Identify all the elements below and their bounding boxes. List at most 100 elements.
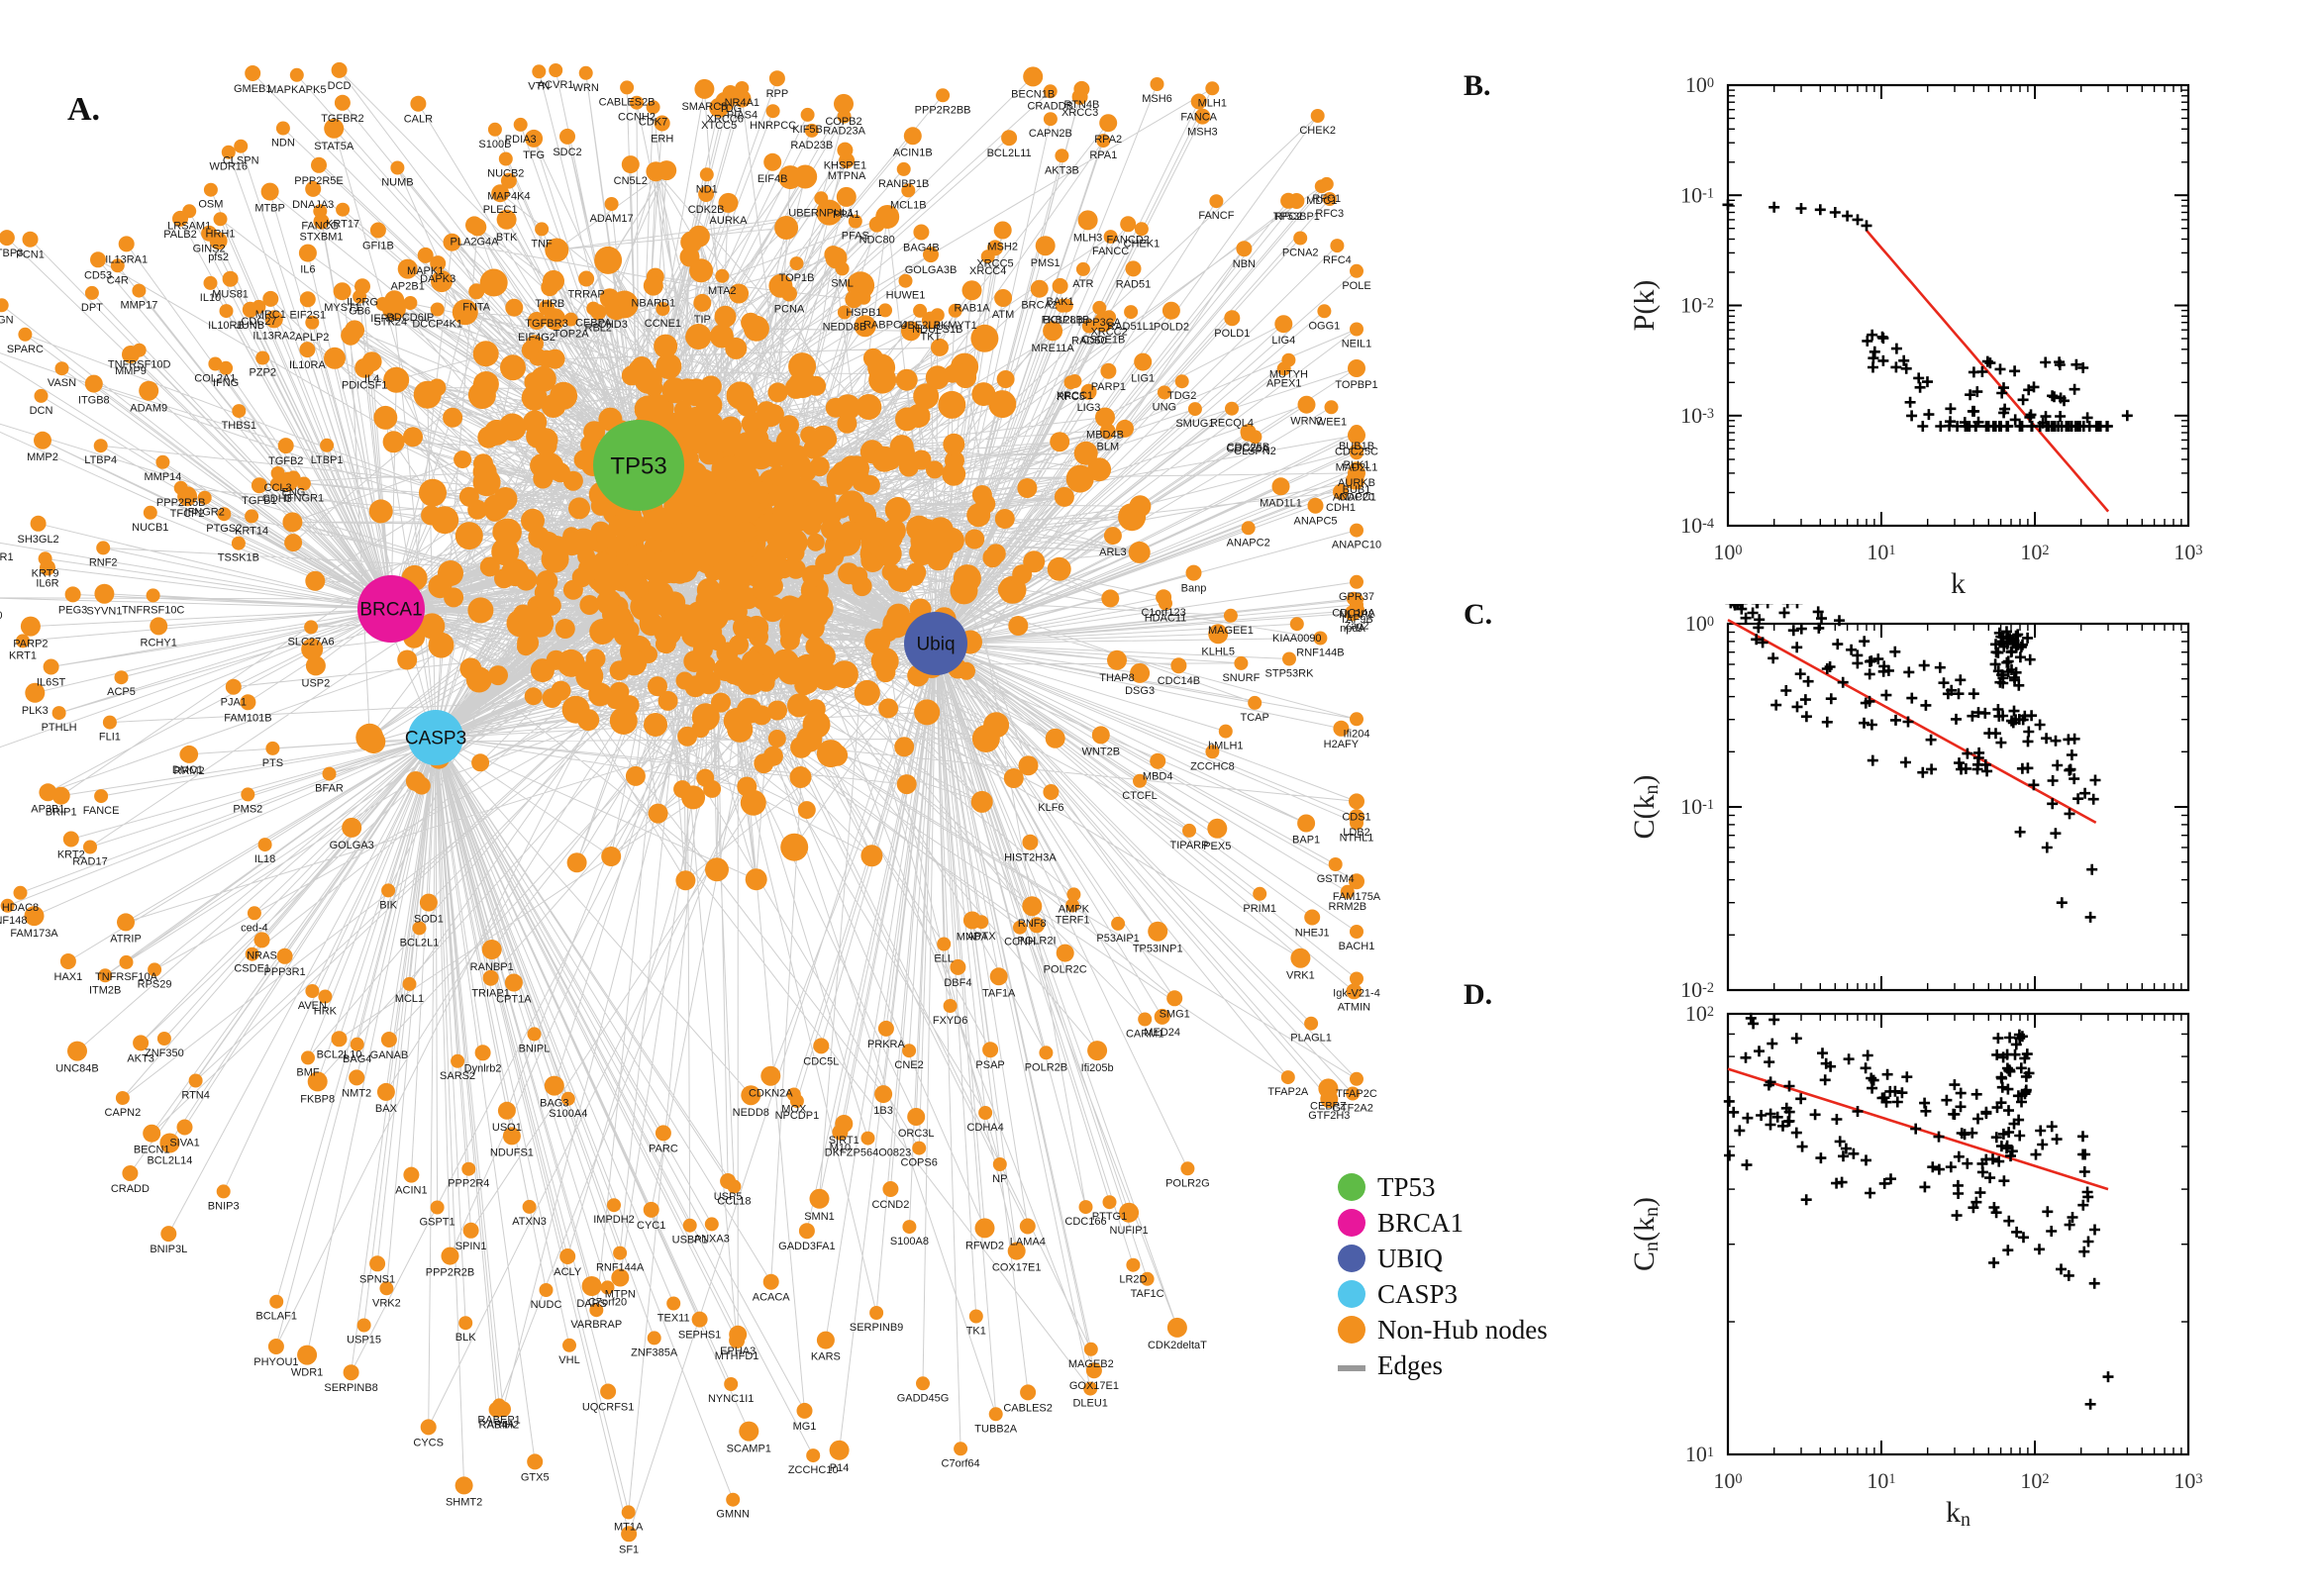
svg-text:FAM101B: FAM101B	[224, 712, 271, 724]
svg-text:FANCG: FANCG	[301, 220, 339, 232]
svg-text:THBS1: THBS1	[222, 420, 256, 432]
svg-text:PARC: PARC	[649, 1143, 678, 1154]
svg-text:NEDD8: NEDD8	[733, 1107, 769, 1119]
svg-text:BRCA1: BRCA1	[359, 600, 422, 621]
svg-text:DCD: DCD	[328, 80, 352, 92]
svg-text:XRCC1: XRCC1	[1057, 390, 1093, 402]
svg-text:NUFIP1: NUFIP1	[1110, 1225, 1149, 1237]
svg-text:CTCFL: CTCFL	[1122, 790, 1157, 802]
svg-text:BRCA2: BRCA2	[1021, 300, 1058, 312]
svg-text:RNF8: RNF8	[1018, 918, 1047, 930]
svg-text:TP53: TP53	[610, 452, 666, 479]
svg-text:CDS1: CDS1	[1342, 811, 1370, 823]
svg-text:HIST2H3A: HIST2H3A	[1004, 852, 1057, 864]
svg-text:TDG2: TDG2	[1167, 390, 1196, 402]
svg-text:MSH2: MSH2	[987, 242, 1018, 253]
svg-text:STAT5A: STAT5A	[314, 141, 354, 152]
svg-text:BCLAF1: BCLAF1	[255, 1311, 297, 1323]
svg-text:BACH1: BACH1	[1339, 941, 1375, 952]
svg-text:10-4: 10-4	[1680, 513, 1714, 538]
svg-text:FANCF: FANCF	[1198, 210, 1234, 222]
svg-text:BNIPL: BNIPL	[519, 1043, 551, 1054]
svg-text:XRCC3: XRCC3	[1061, 107, 1098, 119]
svg-text:WDR1: WDR1	[291, 1367, 323, 1379]
svg-text:NEIL1: NEIL1	[1342, 339, 1372, 350]
svg-text:SPNS1: SPNS1	[359, 1273, 395, 1285]
svg-text:IL13RA2: IL13RA2	[252, 330, 295, 342]
svg-text:1B3: 1B3	[873, 1105, 893, 1117]
svg-text:SMN1: SMN1	[804, 1211, 835, 1223]
svg-text:STXBM1: STXBM1	[299, 232, 343, 244]
svg-text:NP: NP	[992, 1173, 1007, 1185]
svg-text:PTGS2: PTGS2	[206, 523, 242, 535]
svg-text:AKT3B: AKT3B	[1045, 164, 1079, 176]
svg-text:RFC1: RFC1	[1312, 193, 1341, 205]
svg-text:BUB1B: BUB1B	[1339, 441, 1374, 452]
svg-text:KRT2: KRT2	[57, 849, 85, 861]
svg-text:EPHA3: EPHA3	[720, 1346, 756, 1357]
svg-text:LIG3: LIG3	[1077, 402, 1101, 414]
svg-text:CAPN2: CAPN2	[105, 1107, 142, 1119]
svg-text:Banp: Banp	[1181, 583, 1207, 595]
svg-text:RABEP1: RABEP1	[477, 1414, 520, 1426]
svg-text:PEX5: PEX5	[1203, 841, 1231, 852]
svg-text:ADAM9: ADAM9	[130, 403, 167, 415]
svg-text:MAD1L1: MAD1L1	[1260, 497, 1302, 509]
svg-text:ADAM17: ADAM17	[590, 213, 634, 225]
svg-text:FANCA: FANCA	[1180, 112, 1217, 124]
svg-text:PDIA3: PDIA3	[505, 134, 537, 146]
svg-text:Non-Hub nodes: Non-Hub nodes	[1377, 1315, 1548, 1345]
svg-text:RAD23A: RAD23A	[823, 126, 865, 138]
svg-text:IL13RA1: IL13RA1	[105, 253, 148, 265]
svg-text:SOD1: SOD1	[414, 914, 444, 926]
svg-text:BCL2L14: BCL2L14	[147, 1155, 192, 1167]
svg-text:IL6: IL6	[300, 264, 315, 276]
svg-text:GTX5: GTX5	[521, 1471, 550, 1483]
svg-text:PLA2G4A: PLA2G4A	[451, 236, 500, 248]
svg-text:VRK1: VRK1	[1286, 970, 1315, 982]
svg-text:ANAPC1: ANAPC1	[1333, 492, 1376, 504]
svg-text:IMPDH2: IMPDH2	[593, 1214, 635, 1226]
svg-text:SPARC: SPARC	[7, 344, 44, 355]
svg-text:ANAPC2: ANAPC2	[1227, 537, 1270, 549]
svg-text:SARS2: SARS2	[440, 1070, 475, 1082]
svg-text:DAPK3: DAPK3	[420, 273, 455, 285]
svg-text:RNF144A: RNF144A	[596, 1262, 645, 1274]
svg-text:IL2RG: IL2RG	[347, 296, 378, 308]
svg-text:pfs2: pfs2	[208, 251, 229, 263]
svg-text:APTX: APTX	[967, 931, 996, 943]
svg-text:RAD51: RAD51	[1116, 278, 1151, 290]
svg-text:OGG1: OGG1	[1309, 320, 1341, 332]
svg-text:XRCC5: XRCC5	[976, 257, 1013, 269]
svg-text:VARBRAP: VARBRAP	[570, 1319, 622, 1331]
svg-text:PMS1: PMS1	[1031, 257, 1060, 269]
svg-text:ZCCHC8: ZCCHC8	[1190, 760, 1235, 772]
svg-text:LAMA4: LAMA4	[1010, 1237, 1046, 1248]
svg-text:C4R: C4R	[107, 274, 129, 286]
svg-text:PPA1: PPA1	[833, 209, 859, 221]
svg-text:SMG1: SMG1	[1160, 1008, 1190, 1020]
svg-text:BNIP3: BNIP3	[208, 1200, 240, 1212]
svg-text:KARS: KARS	[811, 1351, 841, 1363]
svg-text:PLEC1: PLEC1	[483, 204, 518, 216]
svg-text:SIRT1: SIRT1	[829, 1135, 859, 1147]
svg-text:CDKN2A: CDKN2A	[749, 1088, 793, 1100]
svg-text:101: 101	[1867, 540, 1895, 564]
svg-text:MTPN: MTPN	[605, 1289, 636, 1301]
svg-text:POLR2C: POLR2C	[1044, 964, 1087, 976]
svg-text:TOPBP1: TOPBP1	[1335, 379, 1377, 391]
svg-text:GTF2H3: GTF2H3	[1308, 1110, 1350, 1122]
svg-text:RFC4: RFC4	[1323, 254, 1352, 266]
svg-text:DMC1: DMC1	[172, 764, 203, 776]
svg-text:LIG1: LIG1	[1131, 373, 1155, 385]
svg-text:CYC1: CYC1	[637, 1220, 665, 1232]
svg-text:102: 102	[1685, 1001, 1714, 1026]
svg-text:MOX: MOX	[781, 1104, 807, 1116]
svg-text:TP53: TP53	[1377, 1173, 1436, 1202]
svg-text:ACIN1: ACIN1	[395, 1185, 427, 1197]
svg-text:CDC14B: CDC14B	[1158, 675, 1200, 687]
svg-text:BAG3: BAG3	[540, 1098, 568, 1110]
svg-text:NDC80: NDC80	[859, 235, 895, 247]
svg-text:KRT1: KRT1	[9, 649, 37, 661]
svg-text:GSTM4: GSTM4	[1317, 873, 1355, 885]
